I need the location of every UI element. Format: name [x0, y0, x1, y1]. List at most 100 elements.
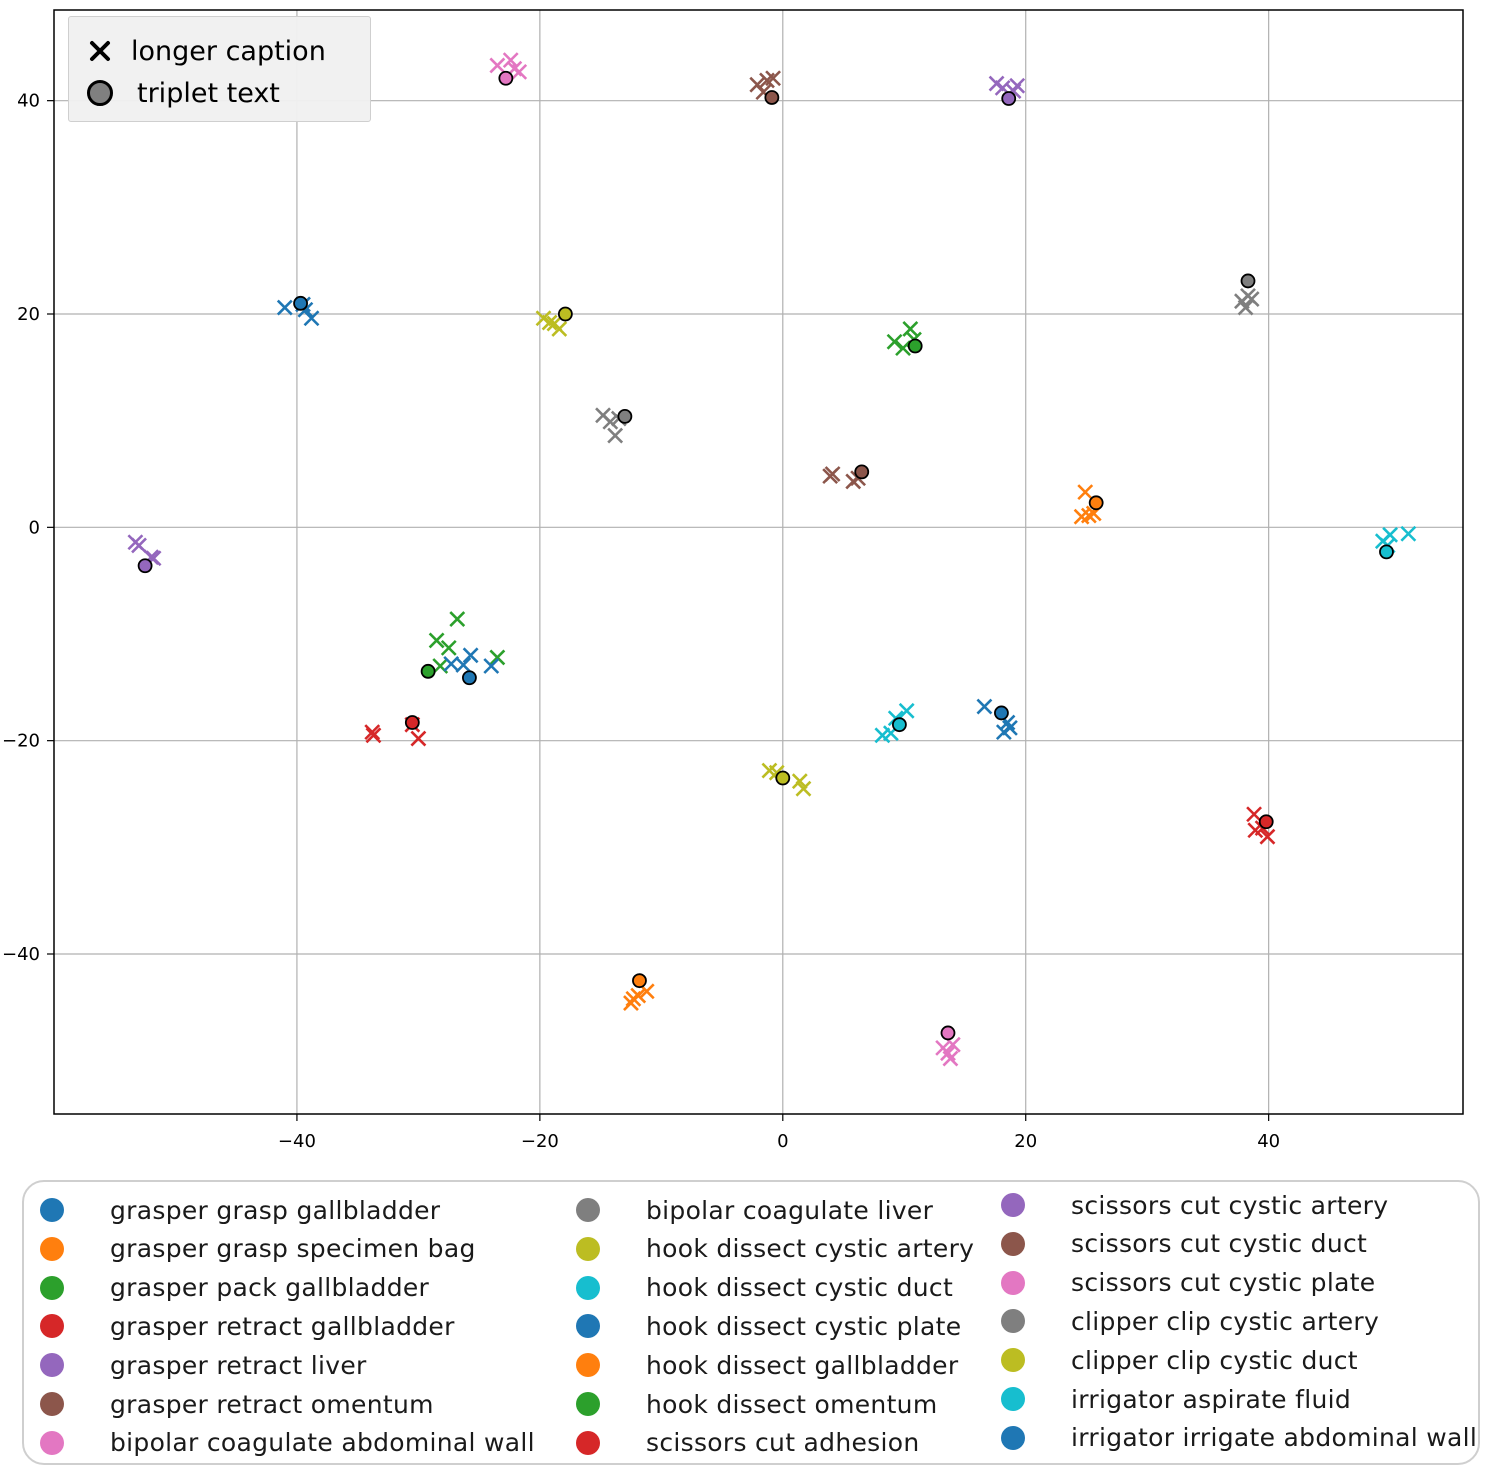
caption-point	[541, 314, 558, 331]
legend-swatch	[40, 1314, 64, 1339]
caption-point	[364, 724, 381, 741]
caption-point	[410, 730, 427, 747]
legend-swatch	[1001, 1309, 1025, 1334]
legend-swatch	[576, 1314, 600, 1339]
legend-swatch	[40, 1430, 64, 1455]
circle-marker-icon	[87, 80, 113, 106]
legend-label: grasper retract omentum	[110, 1389, 434, 1419]
legend-swatch	[40, 1392, 64, 1416]
caption-point	[1002, 719, 1018, 736]
legend-label: irrigator aspirate fluid	[1071, 1384, 1352, 1414]
caption-point	[455, 657, 472, 673]
legend-item: bipolar coagulate liver	[576, 1191, 933, 1229]
caption-point	[440, 639, 457, 656]
marker-legend-label: longer caption	[131, 35, 326, 67]
triplet-point	[462, 670, 477, 686]
legend-item: bipolar coagulate abdominal wall	[40, 1424, 535, 1462]
legend-label: scissors cut adhesion	[646, 1428, 920, 1458]
legend-item: scissors cut cystic artery	[1001, 1186, 1388, 1224]
caption-point	[1240, 287, 1256, 304]
legend-label: grasper grasp gallbladder	[110, 1195, 441, 1225]
triplet-point	[293, 295, 308, 311]
legend-item: grasper pack gallbladder	[40, 1269, 429, 1307]
legend-item: hook dissect cystic plate	[576, 1307, 961, 1345]
marker-legend-entry-circle: triplet text	[69, 76, 280, 110]
legend-label: clipper clip cystic duct	[1071, 1345, 1358, 1375]
grid-lines	[54, 10, 1463, 1114]
legend-swatch	[576, 1430, 600, 1455]
caption-point	[1246, 806, 1262, 823]
marker-legend: longer caption triplet text	[68, 16, 371, 122]
caption-point	[886, 333, 903, 350]
legend-item: grasper grasp specimen bag	[40, 1230, 476, 1268]
caption-point	[1237, 299, 1254, 316]
caption-point	[365, 727, 382, 744]
legend-swatch	[576, 1275, 600, 1300]
legend-item: grasper retract omentum	[40, 1385, 434, 1423]
legend-item: hook dissect omentum	[576, 1385, 937, 1423]
legend-label: clipper clip cystic artery	[1071, 1306, 1380, 1336]
triplet-point	[498, 70, 514, 86]
legend-item: clipper clip cystic artery	[1001, 1302, 1379, 1340]
caption-point	[765, 70, 781, 87]
triplet-point	[764, 90, 780, 105]
legend-swatch	[1001, 1348, 1025, 1373]
caption-point	[449, 611, 466, 627]
legend-label: hook dissect cystic duct	[646, 1273, 954, 1303]
legend-label: grasper pack gallbladder	[110, 1273, 430, 1303]
category-legend: grasper grasp gallbladder grasper grasp s…	[22, 1180, 1480, 1465]
triplet-point	[892, 717, 907, 733]
triplet-point	[940, 1025, 956, 1041]
legend-item: hook dissect cystic duct	[576, 1269, 953, 1307]
legend-label: hook dissect cystic plate	[646, 1311, 962, 1341]
triplet-point	[420, 663, 436, 679]
caption-point	[607, 427, 624, 444]
legend-swatch	[576, 1353, 600, 1378]
legend-label: scissors cut cystic plate	[1071, 1268, 1376, 1298]
legend-swatch	[40, 1198, 64, 1222]
axis-ticks: −40 −20 0 20 40 40 20 0 −20 −40	[2, 91, 1280, 1152]
legend-swatch	[1001, 1387, 1025, 1411]
scatter-plot: −40 −20 0 20 40 40 20 0 −20 −40	[2, 9, 1464, 1152]
plot-frame	[53, 9, 1464, 1115]
legend-label: grasper retract gallbladder	[110, 1311, 455, 1341]
legend-swatch	[576, 1198, 600, 1222]
y-tick-label: −40	[2, 944, 40, 965]
caption-point	[303, 310, 320, 327]
legend-item: irrigator irrigate abdominal wall	[1001, 1419, 1477, 1457]
caption-point	[795, 780, 812, 797]
triplet-point	[632, 973, 647, 989]
caption-point	[131, 537, 147, 554]
legend-item: clipper clip cystic duct	[1001, 1341, 1358, 1379]
caption-point	[1077, 484, 1094, 501]
legend-item: scissors cut cystic duct	[1001, 1225, 1367, 1263]
triplet-point	[617, 408, 633, 424]
legend-label: bipolar coagulate liver	[646, 1195, 934, 1225]
y-tick-label: −20	[2, 731, 40, 752]
caption-point	[602, 413, 619, 430]
legend-item: hook dissect gallbladder	[576, 1346, 958, 1384]
legend-swatch	[40, 1236, 64, 1261]
x-marker-icon	[90, 41, 110, 61]
caption-point	[489, 57, 506, 74]
triplet-point	[1240, 273, 1256, 289]
legend-swatch	[1001, 1425, 1025, 1450]
caption-point	[1400, 525, 1417, 542]
caption-point	[428, 632, 445, 649]
caption-point	[1259, 828, 1276, 845]
legend-label: scissors cut cystic duct	[1071, 1229, 1368, 1259]
caption-point	[483, 658, 500, 674]
triplet-point	[404, 715, 420, 730]
legend-swatch	[40, 1353, 64, 1378]
marker-legend-label: triplet text	[137, 77, 280, 109]
x-tick-label: −20	[521, 1131, 559, 1152]
legend-item: grasper retract liver	[40, 1346, 367, 1384]
caption-point	[546, 315, 563, 332]
legend-label: grasper retract liver	[110, 1350, 367, 1380]
caption-point	[824, 466, 841, 482]
triplet-point	[557, 306, 573, 322]
x-tick-label: 40	[1257, 1131, 1280, 1152]
x-tick-label: 20	[1014, 1131, 1037, 1152]
triplet-point	[775, 770, 791, 786]
triplet-point	[1088, 495, 1104, 511]
